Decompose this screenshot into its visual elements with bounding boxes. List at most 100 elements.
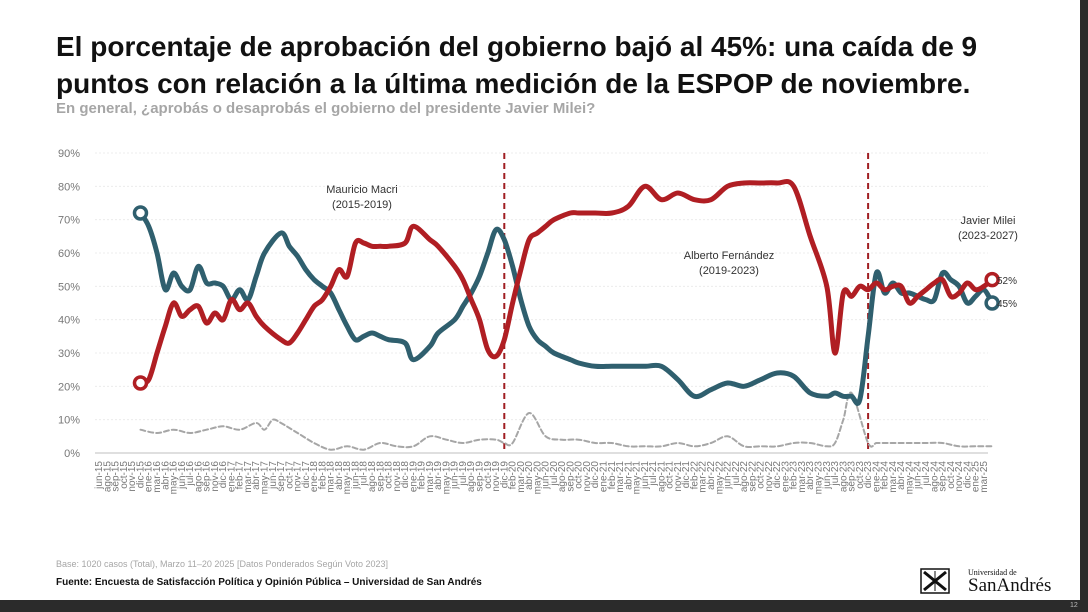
- period-label-years: (2019-2023): [699, 265, 759, 277]
- end-label-desaprueba: 52%: [997, 276, 1017, 287]
- x-tick-label: nov-15: [127, 461, 138, 492]
- x-tick-label: ene-16: [144, 461, 155, 493]
- x-tick-label: sep-19: [474, 461, 485, 492]
- x-tick-label: oct-19: [483, 461, 494, 489]
- x-tick-label: nov-22: [764, 461, 775, 492]
- x-tick-label: sep-22: [747, 461, 758, 492]
- x-tick-label: mar-24: [888, 461, 899, 493]
- x-tick-label: ene-25: [971, 461, 982, 493]
- x-tick-label: mar-16: [152, 461, 163, 493]
- y-tick-label: 70%: [58, 215, 80, 227]
- x-tick-label: jul-21: [648, 461, 659, 487]
- x-tick-label: feb-23: [789, 461, 800, 490]
- x-tick-label: may-18: [342, 461, 353, 495]
- x-tick-label: jul-16: [185, 461, 196, 487]
- y-tick-label: 80%: [58, 181, 80, 193]
- x-tick-label: abr-24: [896, 461, 907, 490]
- page-number: 12: [1070, 602, 1078, 609]
- x-tick-label: jun-22: [723, 461, 734, 490]
- x-tick-label: feb-19: [417, 461, 428, 490]
- endpoint-marker-end-desaprueba: [984, 271, 1000, 288]
- x-tick-label: feb-18: [317, 461, 328, 490]
- x-tick-label: may-21: [632, 461, 643, 495]
- x-tick-label: mar-23: [797, 461, 808, 493]
- x-tick-label: mar-19: [425, 461, 436, 493]
- y-tick-label: 90%: [58, 148, 80, 160]
- x-tick-label: feb-17: [235, 461, 246, 490]
- x-tick-label: ago-15: [102, 461, 113, 493]
- x-tick-label: abr-21: [623, 461, 634, 490]
- slide: El porcentaje de aprobación del gobierno…: [0, 0, 1080, 600]
- x-tick-label: ene-17: [226, 461, 237, 493]
- x-tick-label: jun-20: [541, 461, 552, 490]
- x-tick-label: feb-20: [508, 461, 519, 490]
- x-tick-label: jun-19: [450, 461, 461, 490]
- x-tick-label: may-20: [532, 461, 543, 495]
- sample-base-note: Base: 1020 casos (Total), Marzo 11–20 20…: [56, 559, 389, 569]
- x-tick-label: oct-21: [665, 461, 676, 489]
- y-tick-label: 40%: [58, 315, 80, 327]
- university-logo: Universidad de SanAndrés: [920, 566, 1070, 596]
- x-tick-label: sep-23: [847, 461, 858, 492]
- x-tick-label: may-16: [169, 461, 180, 495]
- endpoint-marker-end-aprueba: [984, 295, 1000, 311]
- x-tick-label: abr-17: [251, 461, 262, 490]
- x-tick-label: ago-16: [193, 461, 204, 493]
- logo-text-small: Universidad de: [968, 568, 1017, 577]
- x-tick-label: jun-23: [822, 461, 833, 490]
- period-label-name: Alberto Fernández: [684, 250, 775, 262]
- period-label-years: (2015-2019): [332, 199, 392, 211]
- x-tick-label: ago-21: [656, 461, 667, 493]
- x-tick-label: nov-21: [673, 461, 684, 492]
- x-tick-label: oct-23: [855, 461, 866, 489]
- x-tick-label: nov-17: [293, 461, 304, 492]
- series-line-desaprueba: [138, 179, 995, 386]
- x-tick-label: ene-24: [871, 461, 882, 493]
- approval-line-chart: 0%10%20%30%40%50%60%70%80%90%jun-15ago-1…: [58, 148, 1018, 495]
- source-note: Fuente: Encuesta de Satisfacción Polític…: [56, 577, 482, 588]
- x-tick-label: dic-23: [863, 461, 874, 489]
- x-tick-label: sep-16: [202, 461, 213, 492]
- x-tick-label: jul-24: [921, 461, 932, 487]
- x-tick-label: oct-22: [756, 461, 767, 489]
- endpoint-marker-start-aprueba: [132, 205, 149, 221]
- x-tick-label: oct-24: [946, 461, 957, 489]
- x-tick-label: dic-21: [681, 461, 692, 489]
- x-tick-label: jun-15: [94, 461, 105, 490]
- x-tick-label: oct-15: [119, 461, 130, 489]
- endpoint-marker-start-desaprueba: [132, 375, 149, 391]
- x-tick-label: ene-23: [780, 461, 791, 493]
- x-tick-label: mar-20: [516, 461, 527, 493]
- x-tick-label: dic-16: [218, 461, 229, 489]
- x-tick-label: sep-24: [938, 461, 949, 492]
- x-tick-label: mar-18: [326, 461, 337, 493]
- x-tick-label: jun-18: [350, 461, 361, 490]
- x-tick-label: jul-19: [458, 461, 469, 487]
- x-tick-label: abr-18: [334, 461, 345, 490]
- page-title: El porcentaje de aprobación del gobierno…: [56, 31, 978, 99]
- x-tick-label: ago-18: [367, 461, 378, 493]
- x-tick-label: feb-24: [880, 461, 891, 490]
- x-tick-label: nov-16: [210, 461, 221, 492]
- y-tick-label: 0%: [64, 448, 80, 460]
- y-tick-label: 20%: [58, 381, 80, 393]
- x-tick-label: sep-18: [375, 461, 386, 492]
- x-tick-label: ago-24: [929, 461, 940, 493]
- x-tick-label: nov-20: [582, 461, 593, 492]
- x-tick-label: dic-19: [499, 461, 510, 489]
- period-label-name: Javier Milei: [960, 215, 1015, 227]
- x-tick-label: nov-24: [954, 461, 965, 492]
- y-tick-label: 30%: [58, 348, 80, 360]
- x-tick-label: ago-20: [557, 461, 568, 493]
- x-tick-label: dic-22: [772, 461, 783, 489]
- x-tick-label: jun-24: [913, 461, 924, 490]
- end-label-aprueba: 45%: [997, 299, 1017, 310]
- x-tick-label: mar-21: [615, 461, 626, 493]
- x-tick-label: abr-19: [433, 461, 444, 490]
- x-tick-label: abr-22: [706, 461, 717, 490]
- x-tick-label: sep-17: [276, 461, 287, 492]
- series-line-aprueba: [138, 210, 995, 406]
- x-tick-label: dic-20: [590, 461, 601, 489]
- x-tick-label: nov-18: [392, 461, 403, 492]
- x-tick-label: mar-22: [698, 461, 709, 493]
